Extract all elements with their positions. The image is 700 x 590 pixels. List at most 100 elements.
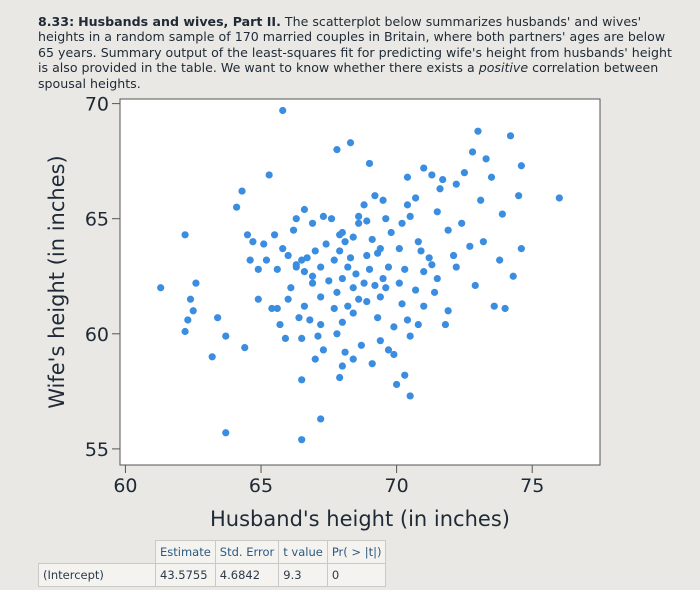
data-point — [314, 332, 322, 340]
data-point — [411, 286, 420, 294]
data-point — [398, 300, 406, 308]
data-point — [338, 318, 346, 326]
data-point — [379, 196, 387, 204]
data-point — [292, 261, 300, 269]
data-point — [276, 320, 284, 329]
x-axis-label: Husband's height (in inches) — [210, 507, 510, 531]
data-point — [273, 265, 281, 273]
data-point — [368, 360, 376, 368]
data-point — [509, 272, 517, 280]
data-point — [401, 265, 409, 273]
data-point — [300, 205, 309, 214]
data-point — [466, 242, 474, 250]
regression-summary-table: Estimate Std. Error t value Pr( > |t|) (… — [38, 540, 387, 587]
data-point — [398, 219, 406, 227]
data-point — [355, 295, 363, 303]
data-point — [306, 316, 314, 324]
data-point — [262, 256, 271, 264]
data-point — [241, 344, 249, 352]
data-point — [401, 371, 409, 379]
data-point — [308, 219, 317, 227]
data-point — [325, 277, 333, 285]
y-tick-label: 60 — [85, 324, 109, 346]
data-point — [184, 316, 192, 324]
data-point — [284, 295, 292, 303]
data-point — [420, 268, 428, 276]
data-point — [479, 238, 487, 246]
data-point — [344, 263, 352, 271]
data-point — [157, 284, 165, 292]
data-point — [374, 249, 382, 257]
data-point — [222, 332, 230, 340]
data-point — [341, 348, 349, 356]
data-point — [338, 228, 346, 237]
data-point — [439, 175, 447, 184]
data-point — [487, 173, 496, 181]
data-point — [365, 159, 374, 168]
data-point — [395, 279, 403, 287]
data-point — [458, 219, 466, 227]
problem-emphasis: positive — [478, 60, 529, 76]
data-point — [214, 314, 222, 322]
data-point — [452, 263, 460, 271]
problem-statement: 8.33: Husbands and wives, Part II. The s… — [38, 14, 678, 91]
data-point — [319, 212, 327, 220]
table-header-row: Estimate Std. Error t value Pr( > |t|) — [39, 540, 387, 564]
y-tick-label: 65 — [85, 209, 109, 231]
data-point — [403, 173, 412, 181]
data-point — [368, 235, 376, 244]
data-point — [414, 238, 422, 246]
data-point — [327, 215, 336, 223]
data-point — [428, 261, 436, 269]
data-point — [363, 297, 371, 306]
data-point — [363, 217, 371, 225]
data-points — [157, 106, 563, 444]
cell-estimate: 43.5755 — [155, 563, 216, 587]
data-point — [254, 265, 262, 273]
data-point — [371, 192, 379, 200]
data-point — [515, 192, 523, 200]
data-point — [501, 304, 509, 313]
data-point — [298, 436, 306, 444]
data-point — [330, 304, 338, 313]
data-point — [319, 346, 327, 354]
data-point — [233, 203, 241, 211]
data-point — [352, 270, 360, 278]
data-point — [357, 341, 365, 349]
data-point — [430, 288, 439, 296]
data-point — [292, 215, 300, 223]
data-point — [311, 247, 319, 255]
header-std-error: Std. Error — [214, 540, 280, 564]
data-point — [384, 346, 393, 354]
data-point — [468, 148, 477, 156]
data-point — [333, 288, 341, 296]
data-point — [433, 274, 441, 283]
data-point — [254, 295, 262, 303]
data-point — [452, 180, 460, 188]
data-point — [238, 187, 246, 195]
x-tick-label: 60 — [113, 475, 137, 497]
data-point — [371, 281, 379, 290]
data-point — [517, 245, 525, 253]
y-tick-label: 55 — [85, 439, 109, 461]
data-point — [414, 320, 422, 329]
data-point — [333, 146, 341, 154]
data-point — [349, 355, 357, 363]
data-point — [349, 309, 357, 317]
data-point — [436, 185, 444, 193]
table-header-blank — [39, 541, 156, 564]
x-tick-label: 70 — [385, 475, 409, 497]
data-point — [330, 256, 338, 264]
data-point — [308, 279, 317, 287]
header-estimate: Estimate — [155, 540, 216, 564]
x-axis: 60 65 70 75 — [113, 465, 544, 497]
data-point — [246, 256, 254, 264]
data-point — [281, 334, 290, 342]
problem-number: 8.33: — [38, 14, 75, 29]
data-point — [433, 208, 441, 216]
header-t-value: t value — [278, 540, 328, 564]
problem-text-end: correlation between spousal heights. — [38, 60, 659, 91]
table-row: (Intercept) 43.5755 4.6842 9.3 0 — [38, 563, 387, 587]
data-point — [360, 279, 368, 287]
data-point — [382, 284, 390, 292]
